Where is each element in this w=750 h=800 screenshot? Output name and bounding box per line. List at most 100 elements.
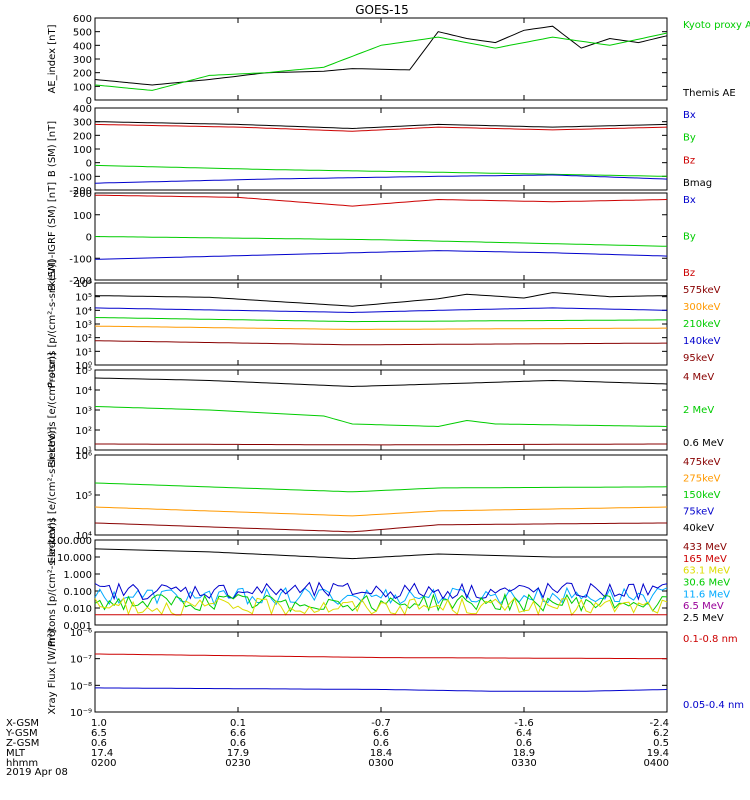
- legend-label: 75keV: [683, 507, 714, 518]
- y-tick-label: 10⁴: [75, 531, 92, 542]
- y-tick-label: 0.010: [63, 604, 92, 615]
- footer-value: 6.5: [91, 728, 107, 739]
- footer-value: 0230: [225, 758, 251, 769]
- y-tick-label: 0.001: [63, 621, 92, 632]
- legend-label: Themis AE: [682, 88, 736, 99]
- series-bx: [94, 250, 668, 260]
- panel-frame: [94, 282, 668, 366]
- legend-label: 2.5 MeV: [683, 613, 724, 624]
- y-tick-label: 0: [86, 96, 92, 107]
- y-tick-label: -100: [69, 254, 92, 265]
- y-tick-label: 0: [86, 159, 92, 170]
- y-tick-label: 10⁴: [75, 386, 92, 397]
- y-tick-label: 300: [73, 118, 92, 129]
- footer-value: 1.0: [91, 718, 107, 729]
- y-tick-label: 100: [73, 82, 92, 93]
- y-axis-label: B (SM) [nT]: [47, 121, 58, 177]
- legend-label: By: [683, 133, 696, 144]
- series-75kev: [94, 506, 668, 517]
- footer-value: 0330: [511, 758, 537, 769]
- y-axis-label: Electrons [e/(cm²-s-sr-keV)]: [47, 426, 58, 563]
- legend-label: Kyoto proxy AE: [683, 20, 750, 31]
- y-tick-label: 10⁶: [75, 279, 92, 290]
- y-tick-label: 0.100: [63, 587, 92, 598]
- y-tick-label: 500: [73, 28, 92, 39]
- legend-label: 30.6 MeV: [683, 578, 730, 589]
- legend-label: Bz: [683, 268, 695, 279]
- legend-label: 0.05-0.4 nm: [683, 700, 744, 711]
- y-tick-label: 10⁻⁹: [70, 708, 92, 719]
- legend-label: 2 MeV: [683, 405, 714, 416]
- footer-value: 0200: [91, 758, 117, 769]
- footer-value: -1.6: [514, 718, 534, 729]
- legend-label: 0.6 MeV: [683, 438, 724, 449]
- footer-value: 0.6: [516, 738, 532, 749]
- legend-label: Bmag: [683, 178, 712, 189]
- footer-value: 0400: [643, 758, 669, 769]
- footer-value: 0.6: [373, 738, 389, 749]
- y-tick-label: 200: [73, 131, 92, 142]
- footer-value: 18.9: [512, 748, 536, 759]
- legend-label: 210keV: [683, 319, 721, 330]
- panel-electrons2: 10⁴ 10⁵ 10⁶ Electrons [e/(cm²-s-sr-keV)] 475…: [47, 426, 721, 563]
- panel-protons1: 10⁰ 10¹ 10² 10³ 10⁴ 10⁵ 10⁶ Protons [p/(cm²-s-s…: [47, 260, 721, 388]
- footer-row-label: MLT: [6, 748, 25, 759]
- footer-row-label: Y-GSM: [6, 728, 38, 739]
- panel-frame: [94, 17, 668, 101]
- legend-label: 4 MeV: [683, 372, 714, 383]
- panel-frame: [94, 369, 668, 451]
- panel-frame: [94, 192, 668, 281]
- y-tick-label: 10⁶: [75, 451, 92, 462]
- panel-electrons1: 10¹ 10² 10³ 10⁴ 10⁵ Electrons [e/(cm²-s-sr)] 4…: [47, 352, 724, 468]
- panel-bsm: -200 -100 0 100 200 300 400 B (SM) [nT] Bx By Bz Bm…: [47, 104, 712, 197]
- footer-row-label: hhmm: [6, 758, 39, 769]
- y-tick-label: 10⁴: [75, 306, 92, 317]
- legend-label: By: [683, 232, 696, 243]
- legend-label: 575keV: [683, 285, 721, 296]
- series-210kev: [94, 317, 667, 323]
- footer-value: 19.4: [646, 748, 669, 759]
- series-0-05-0-4-nm: [95, 687, 668, 692]
- date-label: 2019 Apr 08: [6, 767, 68, 778]
- panel-frame: [94, 631, 668, 713]
- y-tick-label: 400: [73, 41, 92, 52]
- series-2-mev: [94, 406, 668, 428]
- y-tick-label: 100.000: [51, 536, 92, 547]
- y-tick-label: 10.000: [57, 553, 92, 564]
- y-axis-label: Protons [p/(cm²-s-sr-keV)]: [47, 518, 58, 646]
- legend-label: 433 MeV: [683, 542, 727, 553]
- y-tick-label: 200: [73, 189, 92, 200]
- y-tick-label: 0: [86, 233, 92, 244]
- series-30-6-mev: [94, 592, 668, 613]
- footer-value: 6.6: [373, 728, 389, 739]
- y-tick-label: 200: [73, 69, 92, 80]
- y-axis-label: Protons [p/(cm²-s-sr-keV)]: [47, 260, 58, 388]
- legend-label: 11.6 MeV: [683, 589, 730, 600]
- series-575kev: [94, 292, 668, 307]
- panel-frame: [94, 539, 668, 626]
- y-tick-label: 10³: [75, 320, 92, 331]
- series-bz: [94, 123, 668, 132]
- footer-value: 6.4: [516, 728, 532, 739]
- series-2-5-mev: [94, 548, 667, 560]
- series-by: [94, 164, 668, 177]
- y-tick-label: -200: [69, 276, 92, 287]
- footer-value: 6.2: [653, 728, 669, 739]
- series-95kev: [94, 340, 667, 346]
- legend-label: 63.1 MeV: [683, 566, 730, 577]
- series-6-5-mev: [94, 581, 668, 601]
- series-by: [94, 236, 668, 247]
- y-tick-label: 1.000: [63, 570, 92, 581]
- footer-row-label: Z-GSM: [6, 738, 40, 749]
- legend-label: Bx: [683, 195, 696, 206]
- footer-value: 0.5: [653, 738, 669, 749]
- y-tick-label: 10¹: [75, 347, 92, 358]
- legend-label: Bx: [683, 110, 696, 121]
- legend-label: 475keV: [683, 457, 721, 468]
- y-tick-label: 10⁻⁸: [70, 681, 92, 692]
- series-11-6-mev: [94, 586, 668, 606]
- footer-value: 0300: [368, 758, 394, 769]
- panel-protons2: 0.001 0.010 0.100 1.000 10.000 100.000Protons…: [47, 518, 730, 646]
- footer-row-label: X-GSM: [6, 718, 40, 729]
